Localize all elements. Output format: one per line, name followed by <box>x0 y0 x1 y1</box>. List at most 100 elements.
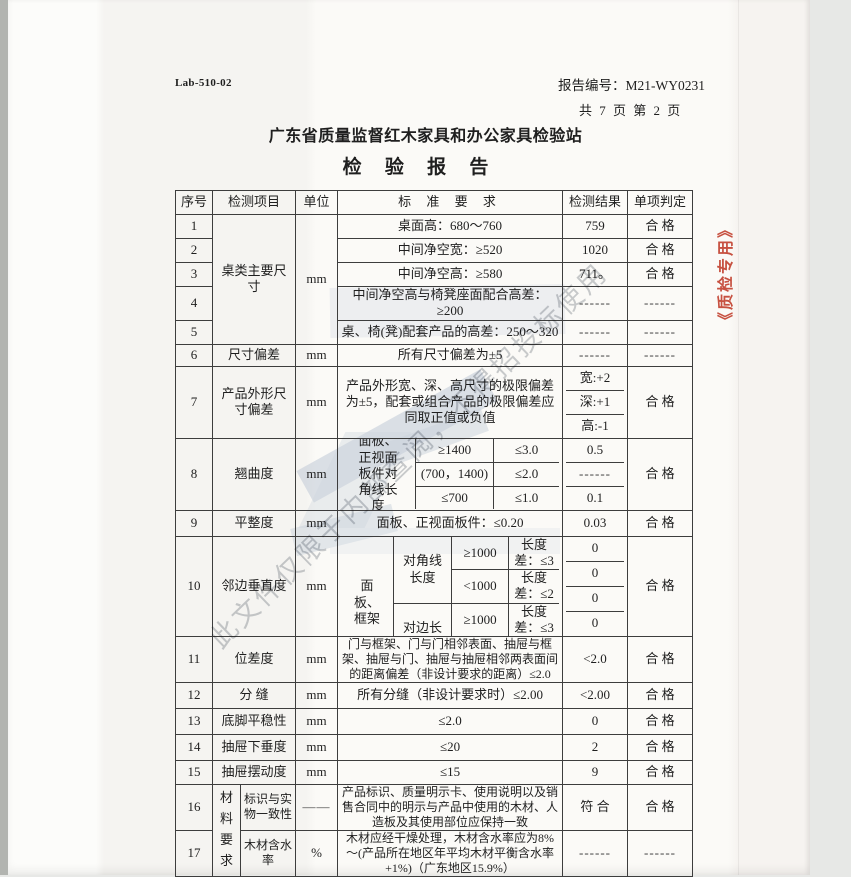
cell-result: 符 合 <box>562 783 629 831</box>
cell-no: 5 <box>175 319 213 345</box>
cell-result: ------ <box>562 343 629 367</box>
cell-no: 13 <box>175 707 213 735</box>
result-value: 0.5 <box>586 441 604 457</box>
cell-standard: 所有尺寸偏差为±5 <box>337 343 564 367</box>
standard-limit: 长度差：≤3 <box>508 537 559 569</box>
page-count: 共 7 页 第 2 页 <box>579 103 683 118</box>
cell-item: 分 缝 <box>211 681 297 709</box>
cell-standard: 桌面高：680～760 <box>337 214 564 239</box>
table-row: 4 中间净空高与椅凳座面配合高差：≥200 ------ ------ <box>175 286 694 321</box>
cell-unit: mm <box>295 509 339 537</box>
cell-no: 14 <box>175 733 213 761</box>
cell-judgment: ------ <box>627 319 694 345</box>
inspection-table: 序号 检测项目 单位 标 准 要 求 检测结果 单项判定 1 桌类主要尺寸 mm… <box>175 190 694 877</box>
col-header-item: 检测项目 <box>211 190 297 215</box>
cell-item: 标识与实物一致性 <box>239 783 297 831</box>
cell-result: 9 <box>562 759 629 785</box>
cell-no: 8 <box>175 437 213 511</box>
cell-no: 9 <box>175 509 213 537</box>
cell-judgment: 合 格 <box>627 365 694 439</box>
cell-judgment: 合 格 <box>627 635 694 683</box>
cell-unit: —— <box>295 783 339 831</box>
cell-judgment: ------ <box>627 829 694 877</box>
cell-item: 抽屉下垂度 <box>211 733 297 761</box>
cell-no: 10 <box>175 535 213 637</box>
table-row: 5 桌、椅(凳)配套产品的高差：250～320 ------ ------ <box>175 319 694 345</box>
standard-sublabel: 面板、正视面板件对角线长度 <box>358 438 398 510</box>
cell-item: 木材含水率 <box>239 829 297 877</box>
report-number: 报告编号：M21-WY0231 <box>558 78 705 93</box>
cell-unit: mm <box>295 707 339 735</box>
cell-standard: 中间净空高：≥580 <box>337 262 564 287</box>
material-group-label: 材料要求 <box>219 790 233 868</box>
cell-no: 1 <box>175 214 213 239</box>
cell-result: ------ <box>562 286 629 321</box>
cell-result-split: 0.5 ------ 0.1 <box>562 437 629 511</box>
col-header-standard: 标 准 要 求 <box>337 190 564 215</box>
result-height: 高:-1 <box>566 413 625 438</box>
cell-standard: ≤20 <box>337 733 564 761</box>
cell-result: <2.0 <box>562 635 629 683</box>
standard-limit: 长度差：≤3 <box>508 602 560 635</box>
table-row: 7 产品外形尺寸偏差 mm 产品外形宽、深、高尺寸的极限偏差为±5，配套或组合产… <box>175 365 694 439</box>
cell-unit: mm <box>295 365 339 439</box>
cell-item: 尺寸偏差 <box>211 343 297 367</box>
cell-standard-nested: 面板、正视面板件对角线长度 ≥1400 ≤3.0 (700，1400) ≤2.0… <box>337 437 564 511</box>
standard-range: <1000 <box>451 569 509 603</box>
cell-item: 翘曲度 <box>211 437 297 511</box>
cell-no: 3 <box>175 262 213 287</box>
cell-judgment: 合 格 <box>627 733 694 761</box>
standard-range: ≥1400 <box>415 439 493 463</box>
cell-standard: 木材应经干燥处理，木材含水率应为8%～(产品所在地区年平均木材平衡含水率+1%)… <box>337 829 564 877</box>
cell-judgment: 合 格 <box>627 437 694 511</box>
cell-result: ------ <box>562 319 629 345</box>
cell-no: 12 <box>175 681 213 709</box>
cell-judgment: ------ <box>627 343 694 367</box>
cell-unit: mm <box>295 733 339 761</box>
standard-limit: ≤2.0 <box>493 462 560 486</box>
cell-item-group-material: 材料要求 <box>212 783 241 877</box>
cell-result: 1020 <box>562 238 629 263</box>
cell-item: 抽屉摆动度 <box>211 759 297 785</box>
standard-range: ≤700 <box>415 485 494 509</box>
cell-item: 位差度 <box>211 635 297 683</box>
cell-unit: mm <box>295 635 339 683</box>
result-value: 0.1 <box>566 485 625 510</box>
result-depth: 深:+1 <box>566 389 625 414</box>
cell-unit: mm <box>295 437 339 511</box>
cell-result: ------ <box>562 829 629 877</box>
result-value: ------ <box>566 461 625 486</box>
cell-judgment: 合 格 <box>627 509 694 537</box>
cell-no: 7 <box>175 365 213 439</box>
cell-judgment: 合 格 <box>627 681 694 709</box>
table-row: 13 底脚平稳性 mm ≤2.0 0 合 格 <box>175 707 694 735</box>
col-header-no: 序号 <box>175 190 213 215</box>
table-row: 12 分 缝 mm 所有分缝（非设计要求时）≤2.00 <2.00 合 格 <box>175 681 694 709</box>
result-value: 0 <box>566 585 625 611</box>
cell-judgment: 合 格 <box>627 238 694 263</box>
cell-result: <2.00 <box>562 681 629 709</box>
cell-result: 0.03 <box>562 509 629 537</box>
standard-group: 对角线长度 <box>403 553 443 585</box>
table-row: 9 平整度 mm 面板、正视面板件：≤0.20 0.03 合 格 <box>175 509 694 537</box>
result-value: 0 <box>591 540 599 556</box>
cell-standard-nested: 面板、框架 对角线长度 ≥1000 长度差：≤3 <1000 长度差：≤2 对边… <box>337 535 564 637</box>
col-header-result: 检测结果 <box>562 190 629 215</box>
standard-range: ≥1000 <box>451 537 508 569</box>
cell-standard: 面板、正视面板件：≤0.20 <box>337 509 564 537</box>
cell-result: 2 <box>562 733 629 761</box>
cell-standard: 产品外形宽、深、高尺寸的极限偏差为±5，配套或组合产品的极限偏差应同取正值或负值 <box>337 365 564 439</box>
table-row: 8 翘曲度 mm 面板、正视面板件对角线长度 ≥1400 ≤3.0 (700，1… <box>175 437 694 511</box>
cell-no: 6 <box>175 343 213 367</box>
table-header-row: 序号 检测项目 单位 标 准 要 求 检测结果 单项判定 <box>175 190 694 215</box>
cell-no: 15 <box>175 759 213 785</box>
cell-standard: ≤2.0 <box>337 707 564 735</box>
cell-unit: mm <box>295 343 339 367</box>
cell-standard: 所有分缝（非设计要求时）≤2.00 <box>337 681 564 709</box>
cell-judgment: 合 格 <box>627 214 694 239</box>
cell-unit: mm <box>295 759 339 785</box>
cell-standard: ≤15 <box>337 759 564 785</box>
cell-item-group-desk: 桌类主要尺寸 <box>211 214 297 345</box>
col-header-judgment: 单项判定 <box>627 190 694 215</box>
